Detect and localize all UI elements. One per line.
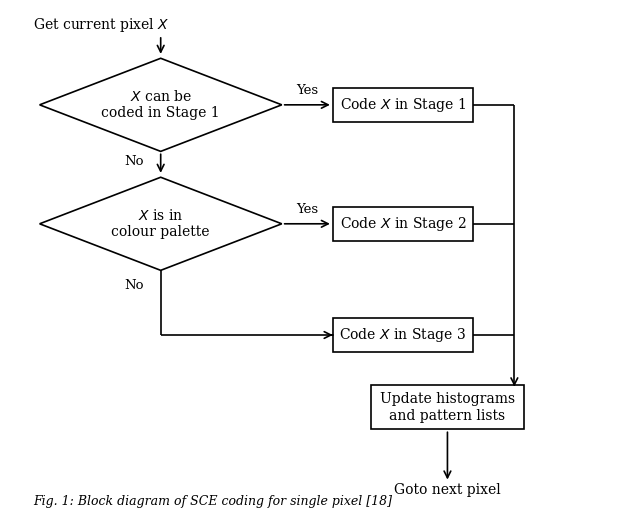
Bar [333, 88, 473, 122]
Text: Code $X$ in Stage 1: Code $X$ in Stage 1 [340, 96, 466, 114]
Text: Fig. 1: Block diagram of SCE coding for single pixel [18]: Fig. 1: Block diagram of SCE coding for … [33, 495, 392, 508]
Text: $X$ is in
colour palette: $X$ is in colour palette [111, 208, 210, 239]
Text: Get current pixel $X$: Get current pixel $X$ [33, 16, 170, 34]
Text: No: No [124, 279, 144, 292]
Text: Yes: Yes [296, 84, 318, 97]
Text: No: No [124, 155, 144, 168]
Text: Update histograms
and pattern lists: Update histograms and pattern lists [380, 392, 515, 423]
Text: Goto next pixel: Goto next pixel [394, 483, 501, 497]
Bar [333, 318, 473, 352]
Text: Yes: Yes [296, 203, 318, 216]
Text: Code $X$ in Stage 3: Code $X$ in Stage 3 [339, 326, 466, 344]
Text: $X$ can be
coded in Stage 1: $X$ can be coded in Stage 1 [101, 89, 220, 121]
Bar [371, 385, 524, 430]
Text: Code $X$ in Stage 2: Code $X$ in Stage 2 [340, 215, 466, 233]
Bar [333, 207, 473, 241]
